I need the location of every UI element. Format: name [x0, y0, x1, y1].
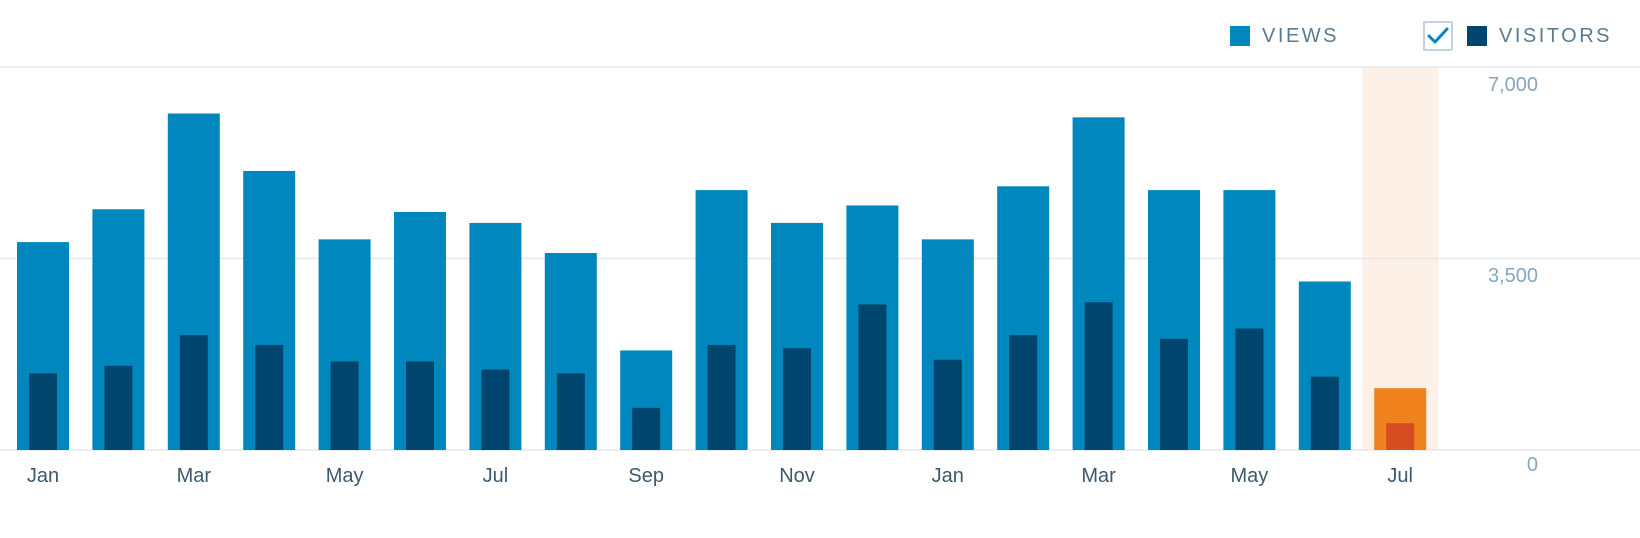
legend-item-views[interactable]: VIEWS: [1230, 25, 1339, 48]
x-tick-label: Mar: [177, 465, 212, 487]
y-tick-label: 3,500: [1488, 265, 1538, 287]
visitors-bar: [783, 348, 811, 450]
x-tick-label: May: [326, 465, 364, 487]
x-tick-label: Jan: [27, 465, 59, 487]
views-swatch: [1230, 26, 1251, 46]
visitors-bar: [1386, 423, 1415, 450]
x-tick-label: Mar: [1081, 465, 1116, 487]
visitors-checkbox[interactable]: [1423, 21, 1453, 51]
visitors-bar: [406, 361, 434, 450]
y-tick-label: 0: [1527, 454, 1538, 476]
visitors-bar: [1084, 302, 1113, 450]
legend-label-views: VIEWS: [1262, 24, 1339, 47]
legend-label-visitors: VISITORS: [1499, 24, 1612, 47]
visitors-bar: [1235, 328, 1264, 450]
visitors-bar: [29, 373, 57, 450]
visitors-bar: [481, 369, 510, 450]
x-tick-label: Jul: [1387, 465, 1413, 487]
visitors-bar: [707, 344, 736, 450]
visitors-bar: [1310, 376, 1339, 450]
checkmark-icon: [1427, 27, 1449, 44]
visitors-bar: [632, 407, 661, 450]
visitors-bar: [556, 373, 585, 450]
x-tick-label: Jan: [932, 465, 964, 487]
visitors-bar: [1160, 338, 1188, 450]
x-tick-label: Sep: [628, 465, 664, 487]
visitors-bar: [858, 304, 887, 450]
visitors-bar: [104, 365, 133, 450]
legend-item-visitors[interactable]: VISITORS: [1423, 21, 1612, 51]
visitors-bar: [1009, 335, 1038, 450]
visitors-bar: [255, 344, 284, 450]
chart-legend: VIEWS VISITORS: [1230, 18, 1612, 54]
visitors-swatch: [1467, 26, 1487, 46]
x-tick-label: Nov: [779, 465, 815, 487]
visitors-bar: [179, 335, 208, 450]
y-tick-label: 7,000: [1488, 74, 1538, 96]
x-tick-label: Jul: [483, 465, 509, 487]
x-tick-label: May: [1231, 465, 1269, 487]
visitors-bar: [330, 361, 359, 450]
visitors-bar: [933, 359, 962, 450]
